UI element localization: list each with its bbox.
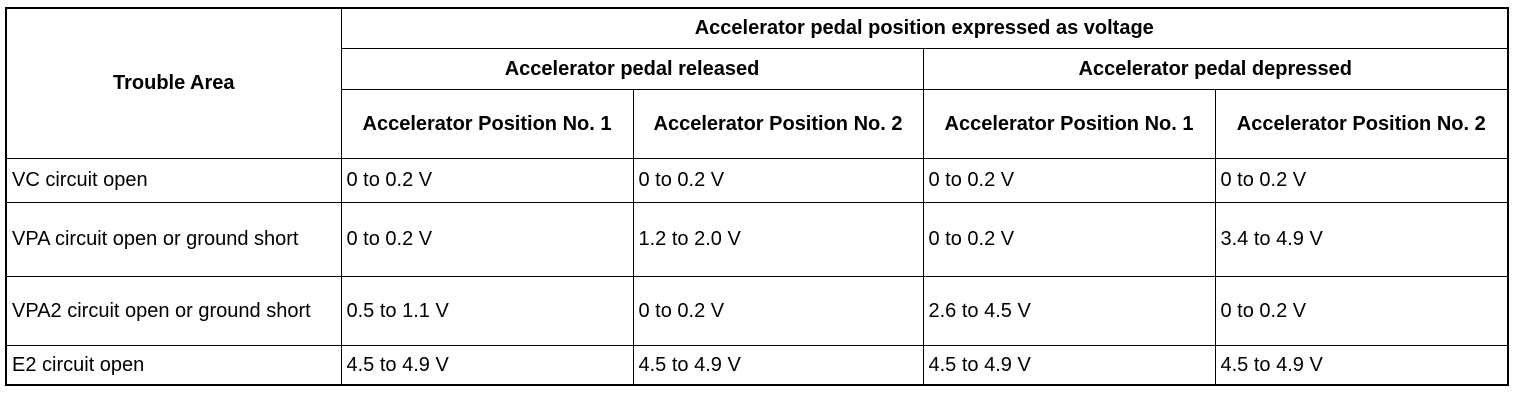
voltage-cell: 4.5 to 4.9 V xyxy=(632,344,924,386)
voltage-cell: 4.5 to 4.9 V xyxy=(1214,344,1509,386)
header-cell: Accelerator Position No. 2 xyxy=(1214,88,1509,159)
voltage-cell: 4.5 to 4.9 V xyxy=(340,344,634,386)
header-cell: Trouble Area xyxy=(5,7,342,159)
header-cell: Accelerator Position No. 2 xyxy=(632,88,924,159)
voltage-cell: 0.5 to 1.1 V xyxy=(340,275,634,346)
voltage-cell: 2.6 to 4.5 V xyxy=(922,275,1216,346)
trouble-area-cell: VPA circuit open or ground short xyxy=(5,201,342,277)
column-label: Accelerator Position No. 2 xyxy=(1236,112,1486,135)
header-cell: Accelerator pedal position expressed as … xyxy=(340,7,1509,49)
voltage-cell: 4.5 to 4.9 V xyxy=(922,344,1216,386)
header-cell: Accelerator pedal depressed xyxy=(922,47,1509,90)
voltage-cell: 0 to 0.2 V xyxy=(1214,275,1509,346)
column-label: Accelerator Position No. 1 xyxy=(944,112,1194,135)
header-cell: Accelerator Position No. 1 xyxy=(922,88,1216,159)
voltage-cell: 0 to 0.2 V xyxy=(1214,157,1509,203)
column-label: Accelerator Position No. 2 xyxy=(653,112,903,135)
column-label: Accelerator Position No. 1 xyxy=(362,112,612,135)
voltage-cell: 0 to 0.2 V xyxy=(340,201,634,277)
voltage-cell: 3.4 to 4.9 V xyxy=(1214,201,1509,277)
voltage-cell: 0 to 0.2 V xyxy=(922,157,1216,203)
trouble-area-cell: VPA2 circuit open or ground short xyxy=(5,275,342,346)
trouble-table: Trouble Area Accelerator pedal position … xyxy=(5,7,1509,386)
voltage-cell: 0 to 0.2 V xyxy=(632,275,924,346)
voltage-cell: 0 to 0.2 V xyxy=(922,201,1216,277)
trouble-area-cell: VC circuit open xyxy=(5,157,342,203)
table-row: VPA2 circuit open or ground short 0.5 to … xyxy=(5,275,1509,346)
trouble-area-cell: E2 circuit open xyxy=(5,344,342,386)
voltage-cell: 0 to 0.2 V xyxy=(632,157,924,203)
voltage-cell: 0 to 0.2 V xyxy=(340,157,634,203)
header-cell: Accelerator pedal released xyxy=(340,47,924,90)
table-row: VPA circuit open or ground short 0 to 0.2… xyxy=(5,201,1509,277)
header-cell: Accelerator Position No. 1 xyxy=(340,88,634,159)
voltage-cell: 1.2 to 2.0 V xyxy=(632,201,924,277)
